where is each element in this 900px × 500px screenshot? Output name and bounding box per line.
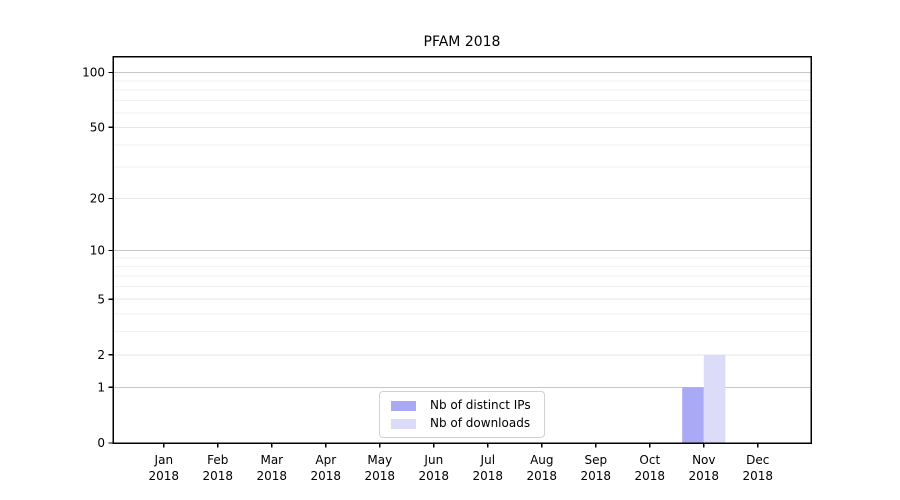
- x-tick-label-month: Dec: [746, 453, 769, 467]
- y-tick-label: 5: [97, 292, 105, 306]
- bar-nov-series1: [703, 354, 726, 443]
- legend-swatch-downloads-icon: [391, 418, 416, 429]
- x-tick-label-month: Mar: [260, 453, 283, 467]
- x-tick-label-month: Oct: [639, 453, 660, 467]
- legend-item-downloads: Nb of downloads: [391, 417, 544, 430]
- y-tick-label: 0: [97, 436, 105, 450]
- x-tick-label-month: Aug: [530, 453, 553, 467]
- legend: Nb of distinct IPs Nb of downloads: [379, 391, 545, 438]
- x-tick-label-year: 2018: [743, 469, 774, 483]
- legend-label-downloads: Nb of downloads: [430, 416, 531, 430]
- plot-border: [112, 55, 812, 444]
- chart-title: PFAM 2018: [423, 34, 501, 50]
- x-tick-label-year: 2018: [311, 469, 342, 483]
- x-tick-label-month: May: [367, 453, 392, 467]
- x-tick-label-year: 2018: [365, 469, 396, 483]
- y-tick-label: 100: [82, 66, 105, 80]
- x-tick-label-year: 2018: [419, 469, 450, 483]
- x-tick-label-year: 2018: [689, 469, 720, 483]
- y-tick-label: 50: [90, 120, 105, 134]
- x-tick-label-month: Feb: [207, 453, 228, 467]
- x-tick-label-month: Sep: [584, 453, 607, 467]
- x-tick-label-year: 2018: [149, 469, 180, 483]
- x-tick-label-year: 2018: [473, 469, 504, 483]
- y-tick-label: 10: [90, 244, 105, 258]
- x-tick-label-month: Jan: [154, 453, 174, 467]
- x-tick-label-month: Nov: [692, 453, 715, 467]
- legend-swatch-distinct-ips-icon: [391, 400, 416, 411]
- x-tick-label-year: 2018: [635, 469, 666, 483]
- legend-item-distinct-ips: Nb of distinct IPs: [391, 399, 544, 412]
- bar-nov-series0: [682, 387, 704, 443]
- x-tick-label-month: Apr: [315, 453, 336, 467]
- x-tick-label-year: 2018: [581, 469, 612, 483]
- y-tick-label: 1: [97, 381, 105, 395]
- y-tick-label: 20: [90, 192, 105, 206]
- x-tick-label-year: 2018: [203, 469, 234, 483]
- y-tick-label: 2: [97, 348, 105, 362]
- x-tick-label-month: Jun: [423, 453, 443, 467]
- x-tick-label-year: 2018: [527, 469, 558, 483]
- x-tick-label-month: Jul: [480, 453, 495, 467]
- x-tick-label-year: 2018: [257, 469, 288, 483]
- legend-label-distinct-ips: Nb of distinct IPs: [430, 398, 531, 412]
